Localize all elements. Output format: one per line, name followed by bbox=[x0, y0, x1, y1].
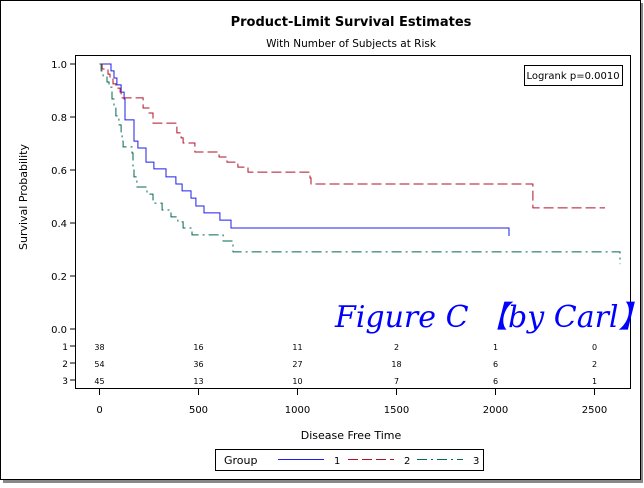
at-risk-table: 1 38 16 11 2 1 02 54 36 27 18 6 23 45 13 10 7 6 1 bbox=[62, 343, 597, 387]
at-risk-group-label: 2 bbox=[62, 360, 68, 370]
chart-subtitle: With Number of Subjects at Risk bbox=[266, 38, 437, 50]
survival-curve-group-1 bbox=[99, 63, 510, 236]
y-tick-label: 0.8 bbox=[51, 113, 67, 124]
plot-area bbox=[75, 55, 631, 389]
survival-curve-group-2 bbox=[99, 63, 605, 209]
y-tick-label: 0.6 bbox=[51, 166, 67, 177]
at-risk-group-label: 1 bbox=[62, 343, 68, 353]
x-tick-label: 1500 bbox=[384, 405, 409, 416]
at-risk-count: 54 bbox=[94, 360, 104, 369]
at-risk-group-label: 3 bbox=[62, 377, 68, 387]
x-tick-label: 1000 bbox=[285, 405, 310, 416]
legend-title: Group bbox=[224, 454, 258, 467]
legend-label-group-1: 1 bbox=[334, 456, 340, 467]
at-risk-count: 27 bbox=[292, 360, 302, 369]
at-risk-count: 38 bbox=[94, 343, 104, 352]
x-tick-label: 2500 bbox=[582, 405, 607, 416]
at-risk-count: 18 bbox=[391, 360, 401, 369]
at-risk-count: 16 bbox=[193, 343, 203, 352]
at-risk-count: 2 bbox=[394, 343, 399, 352]
y-axis-label: Survival Probability bbox=[17, 144, 30, 250]
legend-label-group-3: 3 bbox=[473, 456, 479, 467]
at-risk-count: 45 bbox=[94, 377, 104, 386]
logrank-text: Logrank p=0.0010 bbox=[526, 71, 619, 82]
at-risk-count: 1 bbox=[592, 377, 597, 386]
x-axis: 0 500 1000 1500 2000 2500 bbox=[96, 389, 607, 416]
x-tick-label: 0 bbox=[96, 405, 102, 416]
at-risk-count: 13 bbox=[193, 377, 203, 386]
at-risk-count: 0 bbox=[592, 343, 597, 352]
y-tick-label: 0.2 bbox=[51, 272, 67, 283]
survival-curve-group-3 bbox=[99, 63, 621, 265]
y-tick-label: 1.0 bbox=[51, 60, 67, 71]
at-risk-count: 2 bbox=[592, 360, 597, 369]
at-risk-count: 1 bbox=[493, 343, 498, 352]
x-tick-label: 2000 bbox=[483, 405, 508, 416]
x-tick-label: 500 bbox=[189, 405, 208, 416]
at-risk-count: 7 bbox=[394, 377, 399, 386]
y-tick-label: 0.0 bbox=[51, 325, 67, 336]
x-axis-label: Disease Free Time bbox=[301, 429, 402, 442]
at-risk-count: 6 bbox=[493, 377, 498, 386]
survival-curves bbox=[99, 63, 621, 265]
chart-title: Product-Limit Survival Estimates bbox=[231, 15, 472, 30]
logrank-annotation: Logrank p=0.0010 bbox=[524, 65, 623, 86]
at-risk-count: 10 bbox=[292, 377, 302, 386]
legend-label-group-2: 2 bbox=[404, 456, 410, 467]
at-risk-count: 11 bbox=[292, 343, 302, 352]
watermark: Figure C 【by Carl】 bbox=[334, 300, 644, 335]
at-risk-count: 36 bbox=[193, 360, 203, 369]
at-risk-count: 6 bbox=[493, 360, 498, 369]
y-tick-label: 0.4 bbox=[51, 219, 67, 230]
legend: Group 1 2 3 bbox=[215, 449, 484, 471]
y-axis: 0.0 0.2 0.4 0.6 0.8 1.0 bbox=[51, 60, 75, 336]
